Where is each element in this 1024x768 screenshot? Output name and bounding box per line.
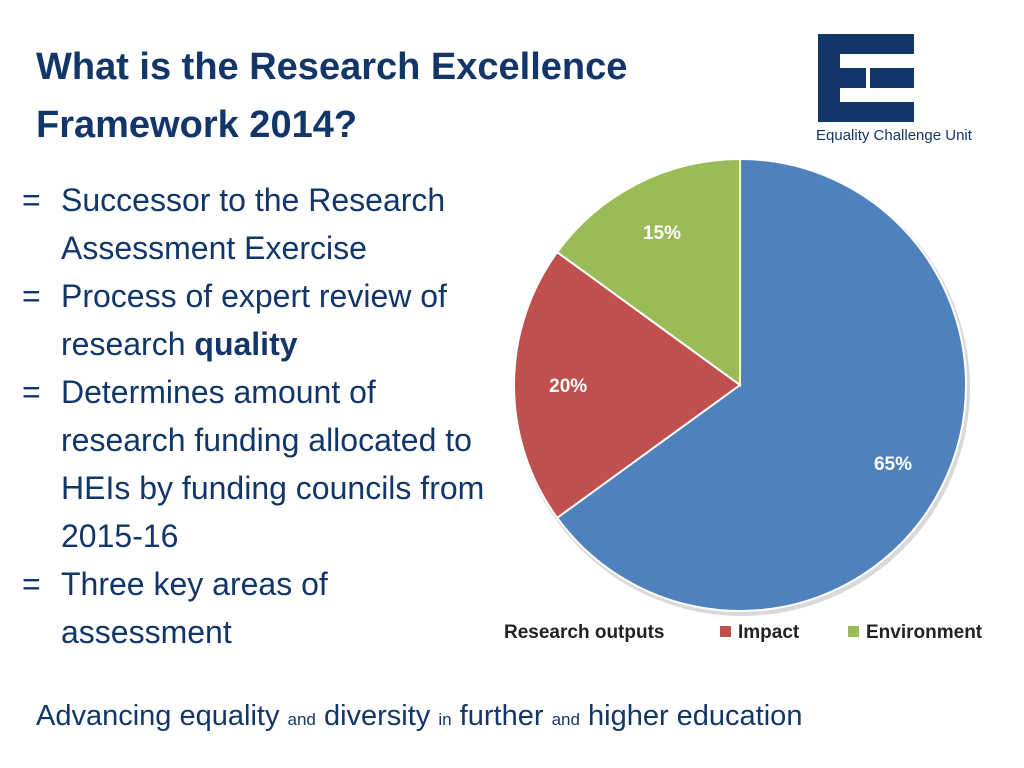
footer-connector: and (551, 710, 580, 729)
pie-slice-environment (555, 157, 741, 387)
footer-text: Advancing equality (36, 700, 280, 732)
bullet-text: Determines amount of research funding al… (61, 374, 485, 554)
pie-slice-impact (513, 250, 742, 520)
logo-text: Equality Challenge Unit (816, 127, 972, 144)
slide-title: What is the Research Excellence Framewor… (36, 46, 628, 146)
bullet-list: = Successor to the Research Assessment E… (22, 176, 492, 656)
legend-label-research-outputs: Research outputs (504, 622, 664, 643)
footer-connector: and (287, 710, 316, 729)
bullet-item: = Successor to the Research Assessment E… (22, 176, 492, 272)
bullet-text: Process of expert review of research (61, 278, 447, 362)
bullet-item: = Three key areas of assessment (22, 560, 492, 656)
footer-text: further (459, 700, 544, 732)
ecu-logo-icon (818, 34, 914, 122)
bullet-item: = Determines amount of research funding … (22, 368, 492, 560)
bullet-emphasis: quality (194, 326, 298, 362)
ecu-logo: Equality Challenge Unit (812, 34, 1002, 154)
bullet-marker: = (22, 278, 41, 314)
bullet-marker: = (22, 566, 41, 602)
footer-text: diversity (323, 700, 431, 732)
footer-tagline: Advancing equality and diversity in furt… (36, 700, 936, 733)
data-label-research-outputs: 65% (874, 454, 912, 475)
bullet-marker: = (22, 374, 41, 410)
bullet-item: = Process of expert review of research q… (22, 272, 492, 368)
bullet-text: Successor to the Research Assessment Exe… (61, 182, 446, 266)
data-label-impact: 20% (549, 376, 587, 397)
pie-slice-research-outputs (555, 157, 967, 612)
legend-label-impact: Impact (738, 622, 800, 643)
bullet-marker: = (22, 182, 41, 218)
data-label-environment: 15% (643, 223, 681, 244)
legend-label-environment: Environment (866, 622, 983, 643)
bullet-text: Three key areas of assessment (61, 566, 328, 650)
pie-chart: 65% 20% 15% Research outputs Impact Environme… (504, 157, 983, 643)
legend-swatch-environment (848, 626, 859, 637)
legend-swatch-impact (720, 626, 731, 637)
footer-connector: in (438, 710, 452, 729)
footer-text: higher education (588, 700, 803, 732)
